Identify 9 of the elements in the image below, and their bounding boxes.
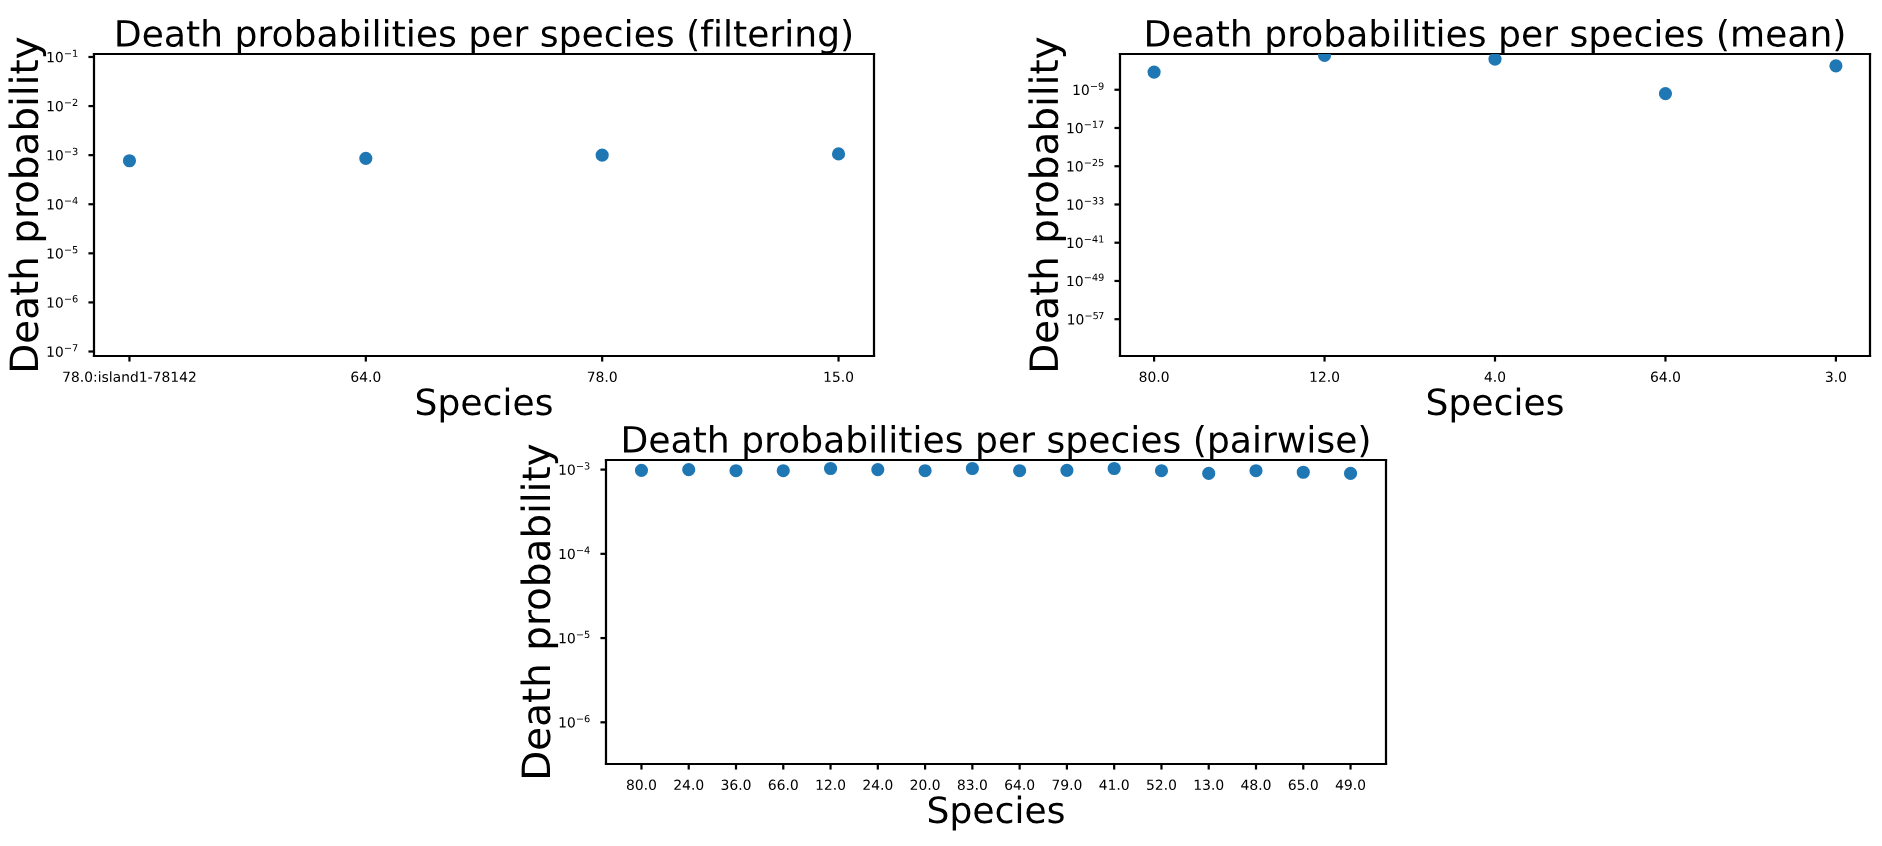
chart-title: Death probabilities per species (filtering) bbox=[117, 19, 852, 54]
y-axis-title: Death probability bbox=[8, 37, 47, 370]
chart-title: Death probabilities per species (pairwise) bbox=[624, 425, 1369, 460]
y-axis-title: Death probability bbox=[1028, 37, 1066, 370]
x-axis-title: Species bbox=[1427, 387, 1563, 423]
x-axis-title: Species bbox=[416, 387, 552, 423]
chart-title: Death probabilities per species (mean) bbox=[1147, 19, 1844, 54]
x-axis-title: Species bbox=[928, 795, 1064, 831]
y-axis-title: Death probability bbox=[520, 444, 559, 777]
